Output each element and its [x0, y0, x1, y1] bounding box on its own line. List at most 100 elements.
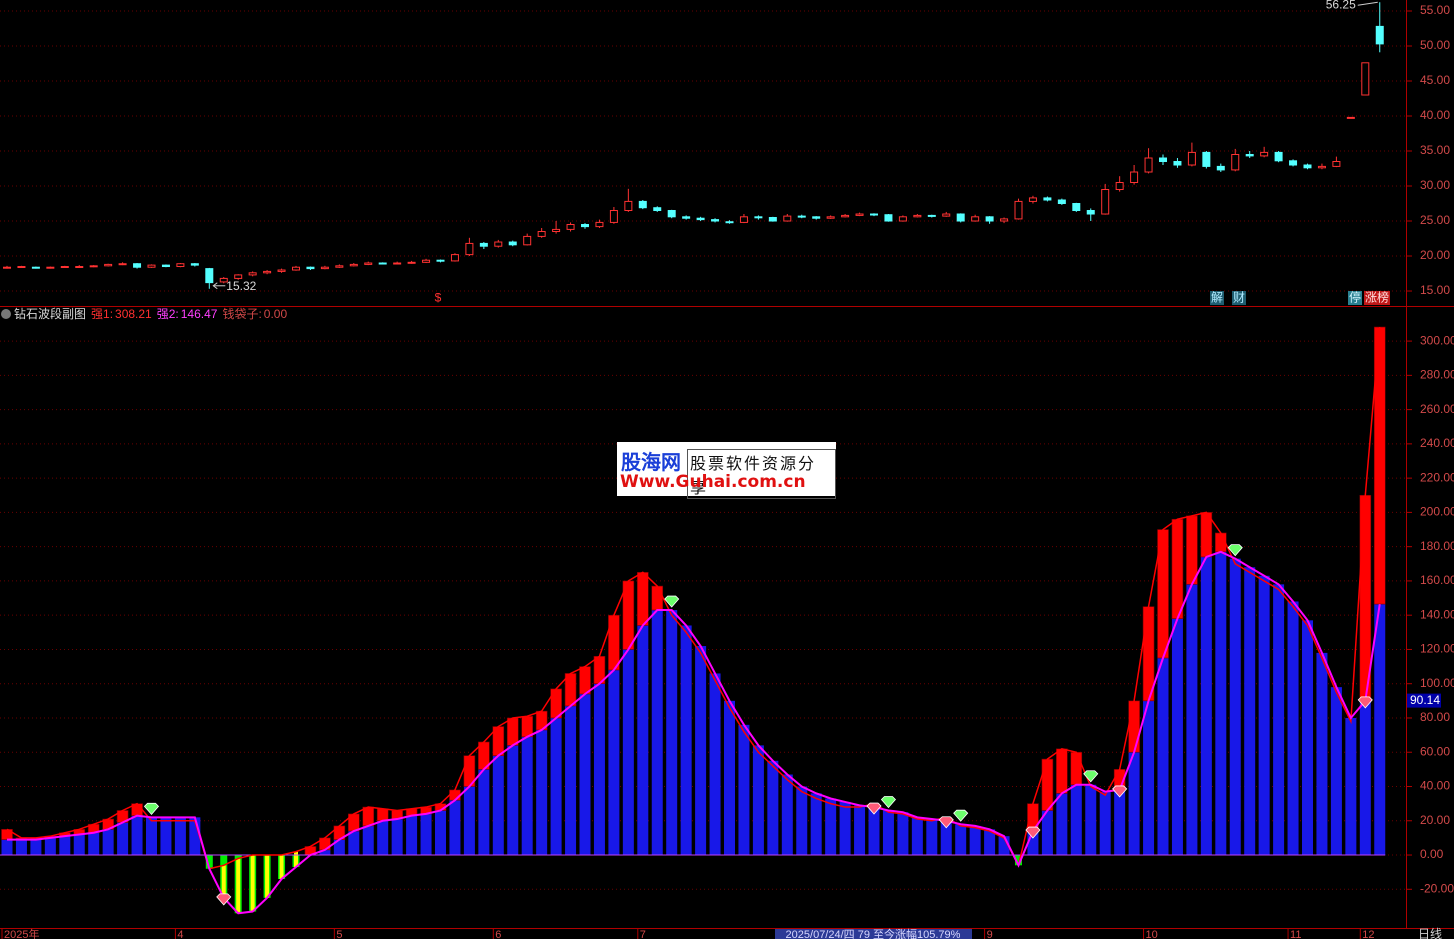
candle-body — [841, 214, 850, 218]
candle-body — [913, 214, 922, 218]
gap-bar — [521, 715, 534, 738]
strength-bar — [752, 745, 764, 856]
candle-body — [364, 262, 373, 265]
x-tick-label: 2025年 — [4, 927, 39, 939]
candle-body — [60, 266, 69, 269]
sell-diamond — [953, 809, 969, 822]
event-tag: $ — [435, 291, 442, 305]
strength-bar — [738, 724, 750, 856]
candle-body — [335, 265, 344, 268]
strength-bar — [492, 755, 504, 856]
gap-bar — [506, 717, 519, 746]
sell-diamond — [143, 802, 160, 815]
gap-bar — [608, 614, 620, 671]
event-tag-bg — [1348, 291, 1362, 305]
strength1-line — [6, 326, 1381, 870]
candle-body — [190, 263, 199, 266]
candle-body — [104, 263, 113, 267]
candle-body — [1231, 154, 1240, 171]
candle-body — [711, 219, 720, 222]
candle-body — [1202, 151, 1211, 167]
gap-bar — [1186, 515, 1198, 585]
indicator-title: 钻石波段副图 — [14, 306, 86, 321]
strength-bar — [131, 815, 143, 856]
buy-diamond — [1025, 826, 1041, 839]
strength-bar — [854, 805, 866, 856]
strength-bar — [59, 836, 71, 856]
strength-bar — [362, 825, 374, 856]
x-tick-label: 4 — [177, 929, 183, 939]
event-tag: 涨榜 — [1365, 290, 1389, 305]
x-tick-label: 5 — [336, 929, 342, 939]
strength-bar — [406, 815, 418, 856]
candle-body — [1317, 165, 1326, 169]
strength-bar — [30, 839, 42, 856]
candle-body — [638, 200, 647, 209]
gap-bar — [1171, 518, 1184, 619]
candle-body — [595, 221, 604, 228]
candle-body — [826, 216, 835, 219]
buy-diamond — [866, 802, 882, 815]
negative-gap-bar — [236, 858, 241, 914]
strength-bar — [1, 839, 13, 856]
candle-body — [725, 221, 734, 224]
strength-bar — [1157, 658, 1169, 856]
x-tick-label: 11 — [1290, 929, 1301, 939]
gap-bar — [449, 789, 461, 801]
candle-body — [1043, 197, 1052, 201]
strength-bar — [507, 745, 519, 856]
candle-body — [508, 241, 517, 246]
strength-bar — [1099, 791, 1111, 856]
candle-body — [1361, 62, 1370, 96]
strength-bar — [984, 829, 996, 856]
collapse-icon[interactable] — [1, 309, 11, 319]
strength-bar — [637, 625, 649, 856]
strength-bar — [839, 801, 851, 856]
candle-body — [898, 216, 907, 222]
candle-body — [450, 254, 459, 262]
strength-bar — [781, 774, 793, 856]
strength-bar — [391, 819, 403, 856]
event-tag-bg — [1364, 291, 1390, 305]
candle-body — [870, 213, 878, 216]
candle-body — [436, 259, 445, 262]
strength-bar — [622, 649, 634, 856]
strength-bar — [1085, 784, 1097, 856]
candle-body — [306, 266, 315, 270]
candle-body — [1101, 189, 1110, 215]
gap-bar — [636, 572, 649, 626]
strength-bar — [102, 829, 114, 856]
strength-bar — [882, 810, 894, 856]
candle-body — [1187, 151, 1196, 166]
min-arrow-head — [212, 282, 218, 290]
y-tick-label: 40.00 — [1420, 108, 1450, 122]
candle-body — [624, 200, 633, 212]
candle-body — [263, 270, 272, 274]
buy-diamond — [1112, 785, 1128, 798]
negative-gap-bar — [294, 851, 298, 868]
event-tag: 财 — [1233, 291, 1245, 305]
watermark-url: Www.Guhai.com.cn — [620, 472, 806, 492]
strength-bar — [1041, 810, 1053, 856]
buy-diamond — [938, 816, 954, 829]
candle-body — [581, 224, 589, 228]
y-tick-label: 100.00 — [1420, 676, 1454, 690]
readout-name: 强2: — [157, 307, 179, 321]
strength-bar — [1229, 558, 1241, 856]
strength-bar — [449, 800, 461, 856]
candle-body — [855, 213, 864, 216]
period-label[interactable]: 日线 — [1418, 927, 1442, 939]
strength-bar — [117, 822, 129, 856]
y-tick-label: 200.00 — [1420, 505, 1454, 519]
strength2-line — [7, 550, 1381, 915]
candle-body — [378, 262, 387, 265]
candle-body — [1375, 25, 1384, 45]
candle-body — [956, 213, 965, 222]
strength-bar — [435, 810, 446, 856]
readout-value: 146.47 — [181, 307, 218, 321]
readout-name: 强1: — [91, 307, 113, 321]
strength-bar — [1258, 575, 1270, 856]
candle-body — [465, 242, 474, 256]
candle-body — [537, 231, 546, 237]
candle-body — [31, 266, 40, 269]
